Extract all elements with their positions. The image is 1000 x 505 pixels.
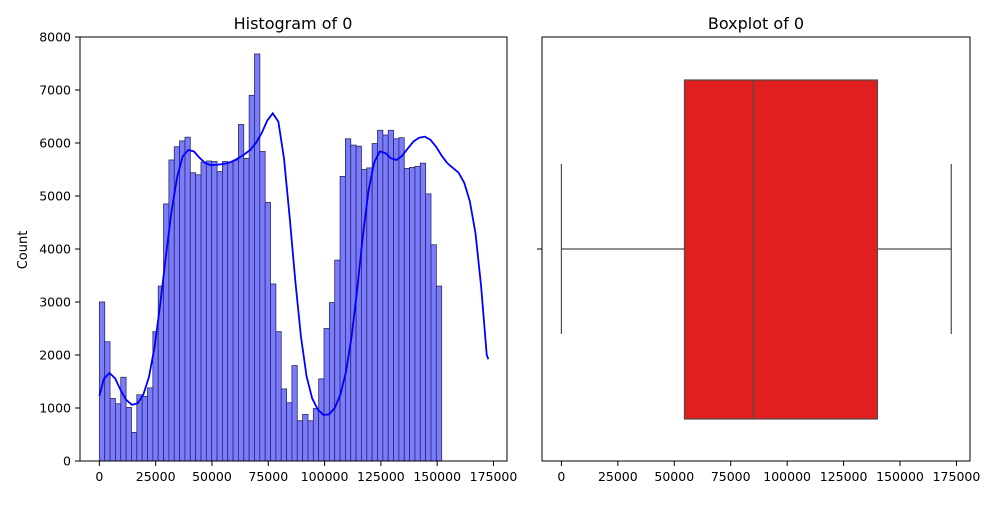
- boxplot-x-tick-label: 75000: [711, 469, 751, 484]
- histogram-bar: [254, 53, 261, 462]
- histogram-y-tick-label: 7000: [39, 83, 71, 98]
- histogram-bar: [131, 431, 138, 462]
- boxplot-panel: Boxplot of 0 0 25000 50000 75000 100000 12500…: [537, 14, 980, 484]
- histogram-bar: [398, 137, 405, 462]
- histogram-bar: [377, 129, 384, 462]
- histogram-bars: [98, 53, 443, 462]
- histogram-bar: [259, 151, 266, 462]
- histogram-bar: [323, 328, 330, 462]
- histogram-y-tick-label: 4000: [39, 242, 71, 257]
- histogram-bar: [227, 161, 234, 462]
- histogram-bar: [211, 161, 218, 462]
- boxplot-iqr-box: [683, 79, 879, 420]
- histogram-bar: [205, 160, 213, 462]
- histogram-bar: [104, 341, 111, 462]
- histogram-y-tick-label: 1000: [39, 401, 71, 416]
- histogram-bar: [195, 174, 202, 462]
- histogram-bar: [109, 398, 116, 462]
- histogram-bar: [120, 376, 127, 462]
- histogram-x-tick-label: 75000: [248, 469, 288, 484]
- histogram-bar: [435, 285, 443, 462]
- histogram-bar: [339, 175, 346, 462]
- histogram-bar: [419, 162, 427, 462]
- histogram-bar: [275, 331, 282, 462]
- histogram-bar: [291, 365, 298, 462]
- histogram-bar: [115, 403, 122, 462]
- histogram-bar: [243, 157, 250, 462]
- histogram-title: Histogram of 0: [234, 14, 353, 33]
- histogram-y-tick-label: 5000: [39, 189, 71, 204]
- histogram-bar: [425, 193, 432, 462]
- histogram-y-tick-label: 8000: [39, 30, 71, 45]
- histogram-x-tick-label: 175000: [470, 469, 518, 484]
- histogram-bar: [286, 402, 293, 462]
- boxplot-x-tick-label: 100000: [763, 469, 811, 484]
- histogram-bar: [387, 129, 394, 462]
- histogram-bar: [302, 413, 309, 462]
- histogram-bar: [382, 134, 389, 462]
- histogram-x-tick-label: 150000: [413, 469, 461, 484]
- histogram-y-tick-label: 0: [63, 454, 71, 469]
- boxplot-x-tick-label: 50000: [654, 469, 694, 484]
- histogram-bar: [200, 161, 207, 462]
- histogram-y-axis-label: Count: [16, 231, 31, 270]
- histogram-bar: [221, 161, 229, 462]
- histogram-x-tick-label: 125000: [357, 469, 405, 484]
- histogram-bar: [189, 172, 197, 462]
- histogram-bar: [403, 168, 410, 462]
- histogram-x-tick-label: 25000: [136, 469, 176, 484]
- histogram-x-tick-label: 0: [95, 469, 103, 484]
- histogram-bar: [136, 394, 143, 462]
- histogram-bar: [345, 138, 352, 462]
- histogram-x-tick-label: 100000: [301, 469, 349, 484]
- histogram-x-ticks: 0 25000 50000 75000 100000 125000 150000 175000: [95, 461, 517, 484]
- histogram-kde-line: [98, 111, 490, 416]
- histogram-bar: [141, 395, 148, 462]
- histogram-bar: [264, 201, 271, 462]
- histogram-bar: [393, 138, 400, 462]
- histogram-bar: [296, 420, 304, 462]
- histogram-panel: Histogram of 0 Count 0 25000 50000 75000 100…: [16, 14, 517, 484]
- histogram-bar: [184, 136, 191, 462]
- boxplot-x-tick-label: 125000: [820, 469, 868, 484]
- histogram-bar: [430, 244, 437, 462]
- histogram-bar: [328, 302, 336, 462]
- histogram-bar: [147, 387, 154, 462]
- boxplot-x-tick-label: 175000: [933, 469, 981, 484]
- histogram-x-tick-label: 50000: [192, 469, 232, 484]
- histogram-bar: [355, 145, 362, 462]
- histogram-bar: [307, 420, 314, 462]
- histogram-bar: [125, 407, 132, 462]
- histogram-bar: [414, 165, 421, 462]
- histogram-bar: [270, 283, 277, 462]
- boxplot-title: Boxplot of 0: [708, 14, 804, 33]
- histogram-bar: [312, 408, 320, 462]
- histogram-bar: [366, 167, 373, 462]
- boxplot-x-tick-label: 150000: [876, 469, 924, 484]
- histogram-bar: [179, 140, 186, 462]
- histogram-bar: [334, 259, 341, 462]
- histogram-bar: [238, 124, 245, 462]
- histogram-y-ticks: 0 1000 2000 3000 4000 5000 6000 7000 8000: [39, 30, 80, 469]
- histogram-y-tick-label: 3000: [39, 295, 71, 310]
- histogram-bar: [371, 143, 378, 462]
- histogram-bar: [232, 159, 239, 462]
- histogram-y-tick-label: 2000: [39, 348, 71, 363]
- histogram-bar: [318, 378, 325, 462]
- histogram-bar: [280, 388, 287, 462]
- histogram-y-tick-label: 6000: [39, 136, 71, 151]
- boxplot-x-tick-label: 0: [557, 469, 565, 484]
- boxplot-x-tick-label: 25000: [598, 469, 638, 484]
- boxplot-x-ticks: 0 25000 50000 75000 100000 125000 150000 175000: [557, 461, 980, 484]
- histogram-bar: [409, 166, 416, 462]
- histogram-bar: [216, 171, 223, 462]
